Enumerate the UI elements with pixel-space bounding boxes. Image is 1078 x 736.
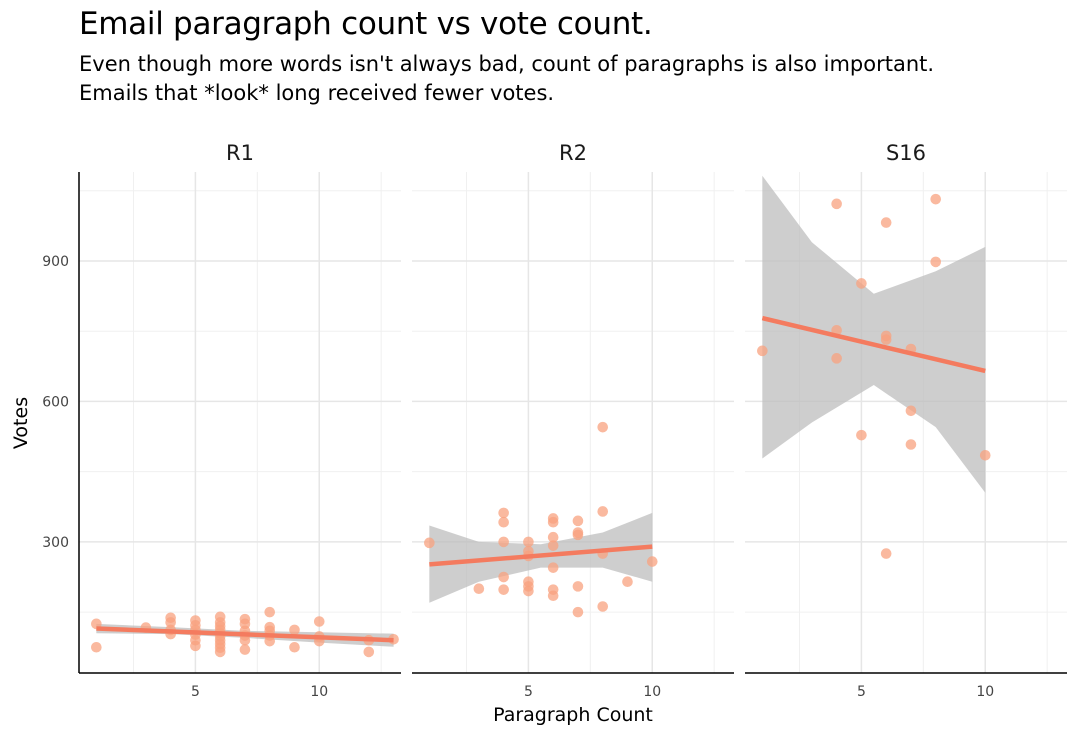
data-point: [547, 540, 559, 551]
data-point: [547, 516, 559, 528]
data-point: [498, 507, 509, 519]
data-point: [597, 601, 609, 612]
data-point: [880, 217, 892, 228]
data-point: [572, 529, 584, 541]
data-point: [547, 590, 559, 602]
data-point: [572, 515, 584, 527]
data-point: [930, 256, 942, 268]
panel-r2: 5 10 R2: [412, 141, 734, 700]
confidence-band: [762, 175, 986, 493]
data-point: [856, 429, 867, 441]
data-point: [313, 616, 325, 627]
data-point: [190, 640, 201, 652]
y-tick-label: 300: [42, 535, 69, 551]
data-point: [622, 576, 633, 587]
data-point: [979, 449, 991, 461]
data-point: [880, 334, 892, 345]
data-point: [856, 278, 867, 289]
trend-line: [429, 544, 653, 567]
y-tick-label: 600: [42, 394, 69, 410]
data-point: [165, 617, 176, 628]
data-point: [523, 585, 534, 597]
data-point: [91, 641, 102, 653]
data-point: [498, 584, 509, 595]
data-point: [239, 644, 251, 655]
data-point: [547, 531, 559, 543]
panel-r1: 5 10 R1 300 600 900: [42, 141, 401, 700]
x-axis-title: Paragraph Count: [493, 704, 653, 726]
data-point: [424, 537, 435, 549]
y-axis-title: Votes: [10, 397, 32, 449]
x-tick-label: 5: [524, 684, 533, 700]
confidence-band: [429, 512, 653, 603]
data-point: [289, 624, 300, 636]
x-tick-label: 10: [976, 684, 994, 700]
data-point: [363, 646, 375, 658]
panel-s16: 5 10 S16: [745, 141, 1067, 700]
facet-label-s16: S16: [886, 141, 926, 165]
trend-line: [761, 315, 986, 374]
data-point: [239, 634, 251, 646]
y-tick-label: 900: [42, 254, 69, 270]
x-tick-label: 10: [310, 684, 328, 700]
facet-label-r2: R2: [559, 141, 587, 165]
data-point: [757, 345, 768, 357]
data-point: [880, 548, 892, 559]
data-point: [498, 536, 509, 548]
chart-title: Email paragraph count vs vote count.: [79, 6, 653, 42]
data-point: [831, 198, 842, 210]
data-point: [498, 516, 509, 528]
data-point: [597, 506, 609, 517]
data-point: [905, 439, 917, 450]
data-point: [905, 405, 917, 417]
data-point: [572, 581, 584, 592]
chart-subtitle: Even though more words isn't always bad,…: [79, 52, 935, 105]
trend-line: [96, 626, 394, 643]
data-point: [264, 606, 276, 618]
data-point: [498, 571, 509, 583]
data-point: [289, 641, 300, 653]
data-point: [930, 193, 942, 205]
data-point: [473, 583, 485, 595]
x-tick-label: 10: [643, 684, 661, 700]
x-tick-label: 5: [857, 684, 866, 700]
x-tick-label: 5: [191, 684, 200, 700]
data-point: [831, 353, 842, 364]
facet-label-r1: R1: [226, 141, 254, 165]
data-point: [523, 536, 534, 548]
data-point: [214, 646, 226, 658]
data-point: [597, 421, 609, 433]
data-point: [547, 562, 559, 573]
data-point: [572, 606, 584, 618]
data-point: [264, 635, 276, 647]
data-point: [646, 556, 658, 567]
